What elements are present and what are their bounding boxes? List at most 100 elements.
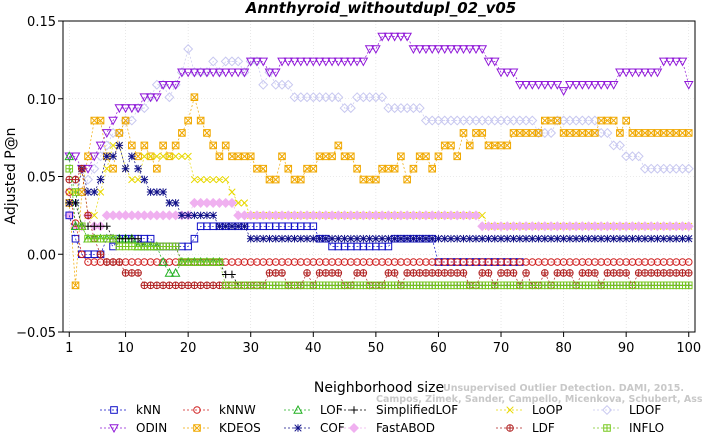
point-ldof-50 <box>377 92 388 103</box>
point-loop-7 <box>109 141 117 150</box>
point-odin-70 <box>502 68 513 78</box>
point-odin-3 <box>83 164 93 174</box>
x-tick-label-8: 80 <box>555 341 572 356</box>
point-odin-27 <box>233 68 244 78</box>
point-lof-16 <box>164 267 175 277</box>
point-inflo-17 <box>171 242 180 251</box>
point-ldf-6 <box>103 258 111 266</box>
point-inflo-9 <box>121 242 130 251</box>
point-ldof-77 <box>546 127 557 138</box>
point-ldof-91 <box>633 151 644 162</box>
point-kdeos-58 <box>428 164 436 173</box>
point-inflo-91 <box>634 281 643 290</box>
point-loop-15 <box>159 152 167 160</box>
point-odin-54 <box>402 32 413 42</box>
point-odin-74 <box>527 80 538 90</box>
point-kdeos-96 <box>666 129 674 137</box>
point-odin-47 <box>358 57 369 67</box>
point-cof-68 <box>490 234 499 243</box>
point-kdeos-1 <box>71 281 80 290</box>
point-cof-17 <box>171 199 180 207</box>
point-kdeos-99 <box>684 129 693 137</box>
point-loop-23 <box>209 175 217 184</box>
point-inflo-61 <box>447 281 455 290</box>
point-ldf-94 <box>653 269 662 277</box>
point-odin-45 <box>345 57 356 67</box>
point-odin-61 <box>446 45 456 55</box>
legend-label-simplifiedlof: SimplifiedLOF <box>376 403 458 417</box>
point-inflo-71 <box>509 281 518 290</box>
point-odin-52 <box>389 32 400 42</box>
legend-marker-inflo <box>603 424 611 432</box>
point-ldf-84 <box>591 269 599 277</box>
point-cof-49 <box>372 234 380 243</box>
point-kdeos-22 <box>203 129 211 137</box>
point-cof-61 <box>447 234 455 243</box>
point-cof-81 <box>572 234 580 243</box>
point-inflo-87 <box>609 281 618 290</box>
x-tick-label-4: 40 <box>305 341 322 356</box>
point-odin-84 <box>590 80 600 90</box>
point-cof-95 <box>659 234 668 243</box>
point-ldf-18 <box>178 281 186 290</box>
point-kdeos-41 <box>322 152 330 161</box>
point-ldof-35 <box>283 79 294 90</box>
point-cof-46 <box>353 234 361 243</box>
point-cof-18 <box>178 211 186 220</box>
point-cof-51 <box>384 234 393 243</box>
point-loop-5 <box>96 188 105 196</box>
point-inflo-93 <box>647 281 655 290</box>
point-cof-36 <box>290 234 299 243</box>
point-kdeos-17 <box>171 141 180 150</box>
point-odin-38 <box>302 57 312 67</box>
point-kdeos-98 <box>678 129 687 137</box>
point-kdeos-66 <box>478 129 487 137</box>
legend-label-cof: COF <box>320 421 345 434</box>
point-loop-27 <box>234 199 242 207</box>
point-kdeos-64 <box>465 141 474 150</box>
point-inflo-78 <box>553 281 562 290</box>
point-kdeos-31 <box>259 164 268 173</box>
point-odin-35 <box>283 57 294 67</box>
legend-item-odin: ODIN <box>100 421 167 434</box>
y-tick-label-0: −0.05 <box>16 326 56 341</box>
point-cof-82 <box>578 234 587 243</box>
point-odin-56 <box>414 45 425 55</box>
point-odin-23 <box>208 68 219 78</box>
legend-item-lof: LOF <box>284 403 343 417</box>
legend-label-loop: LoOP <box>532 403 563 417</box>
point-cof-25 <box>221 222 230 231</box>
x-tick-label-10: 100 <box>676 341 701 356</box>
point-cof-54 <box>403 234 411 243</box>
point-cof-96 <box>666 234 674 243</box>
point-cof-11 <box>134 164 142 173</box>
point-ldf-56 <box>415 269 424 277</box>
point-cof-92 <box>641 234 649 243</box>
point-inflo-58 <box>428 281 436 290</box>
point-odin-73 <box>521 80 531 90</box>
point-loop-12 <box>140 152 149 160</box>
y-axis-label: Adjusted P@n <box>3 127 19 224</box>
series-cof <box>65 141 693 243</box>
point-ldf-63 <box>459 269 468 277</box>
point-lof-1 <box>70 221 81 231</box>
point-ldf-88 <box>616 269 624 277</box>
point-cof-21 <box>196 211 205 220</box>
point-ldf-79 <box>559 269 568 277</box>
point-ldf-15 <box>159 281 167 290</box>
y-tick-label-3: 0.10 <box>27 93 56 108</box>
x-tick-label-0: 1 <box>65 341 73 356</box>
legend-item-ldf: LDF <box>496 421 555 434</box>
point-ldf-89 <box>622 269 630 277</box>
point-odin-78 <box>552 80 563 90</box>
x-tick-label-1: 10 <box>117 341 134 356</box>
point-cof-75 <box>534 234 543 243</box>
watermark-line-2: Campos, Zimek, Sander, Campello, Micenko… <box>376 394 702 405</box>
legend-item-inflo: INFLO <box>593 421 664 434</box>
point-loop-19 <box>184 152 192 160</box>
point-kdeos-47 <box>359 175 368 184</box>
point-inflo-55 <box>409 281 418 290</box>
point-kdeos-11 <box>134 152 142 161</box>
point-cof-34 <box>278 234 286 243</box>
point-cof-33 <box>271 234 280 243</box>
